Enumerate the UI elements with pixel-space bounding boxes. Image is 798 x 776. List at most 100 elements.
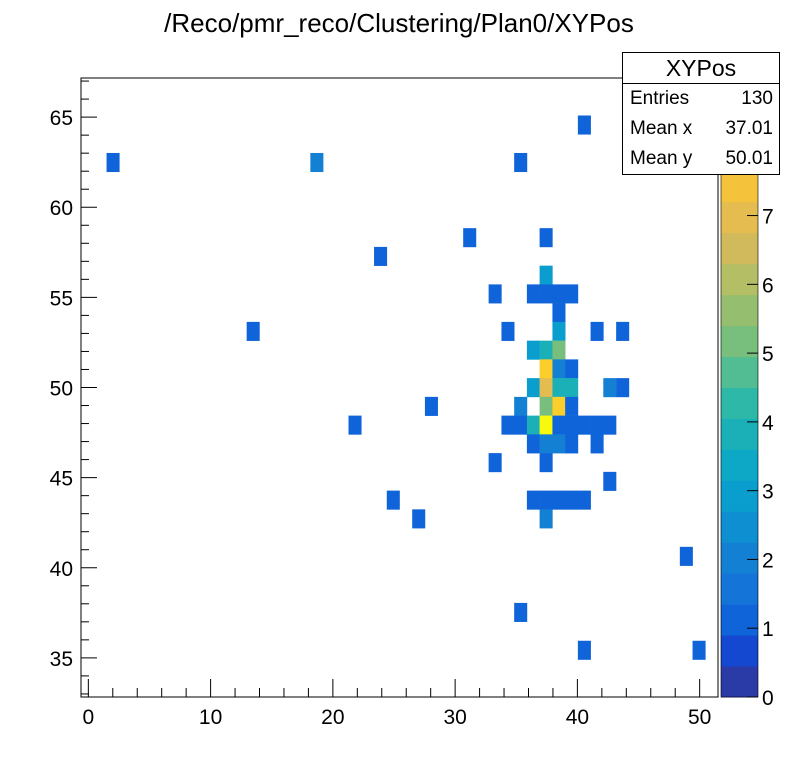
heatmap-cell (501, 321, 515, 341)
heatmap-cell (577, 490, 591, 510)
heatmap-cell (539, 490, 553, 510)
z-tick-label: 5 (762, 343, 774, 366)
palette-band (721, 573, 758, 605)
heatmap-cell (552, 321, 566, 341)
palette-band (721, 232, 758, 265)
heatmap-cell (552, 303, 566, 323)
heatmap-cell (565, 434, 579, 454)
heatmap-cell (526, 284, 540, 304)
heatmap-cell (514, 152, 528, 173)
palette-band (721, 201, 758, 234)
heatmap-cell (463, 228, 477, 248)
stats-title: XYPos (623, 53, 779, 84)
palette-band (721, 635, 758, 667)
heatmap-cell (526, 490, 540, 510)
heatmap-cell (679, 546, 693, 566)
palette-band (721, 449, 758, 481)
heatmap-cell (526, 378, 540, 398)
heatmap-cell (552, 490, 566, 510)
y-tick-label: 35 (50, 648, 73, 671)
heatmap-cell (552, 434, 566, 454)
z-tick-label: 4 (762, 412, 774, 435)
palette-band (721, 356, 758, 388)
cells (106, 115, 706, 660)
heatmap-cell (526, 415, 540, 435)
heatmap-cell (552, 396, 566, 416)
palette-band (721, 325, 758, 358)
stats-label: Entries (630, 88, 690, 109)
heatmap-cell (577, 640, 591, 660)
heatmap-cell (616, 378, 630, 398)
heatmap-cell (692, 640, 706, 660)
heatmap-cell (539, 434, 553, 454)
heatmap-cell (348, 415, 362, 435)
stats-value: 50.01 (725, 148, 773, 169)
heatmap-cell (514, 396, 528, 416)
heatmap-cell (565, 359, 579, 379)
z-tick-label: 7 (762, 206, 774, 229)
heatmap-cell (539, 509, 553, 529)
y-tick-label: 40 (50, 558, 73, 581)
heatmap-cell (590, 434, 604, 454)
x-tick-label: 50 (688, 706, 711, 729)
heatmap-cell (565, 490, 579, 510)
palette-band (721, 542, 758, 574)
stats-row-mean-y: Mean y 50.01 (623, 144, 779, 174)
heatmap-cell (514, 415, 528, 435)
chart-title: /Reco/pmr_reco/Clustering/Plan0/XYPos (164, 8, 634, 38)
palette-band (721, 666, 758, 698)
palette-band (721, 480, 758, 512)
heatmap-cell (412, 509, 426, 529)
x-tick-label: 30 (443, 706, 466, 729)
heatmap-cell (603, 378, 617, 398)
x-tick-label: 20 (321, 706, 344, 729)
heatmap-cell (539, 415, 553, 435)
heatmap-cell (526, 434, 540, 454)
stats-row-mean-x: Mean x 37.01 (623, 114, 779, 144)
heatmap-cell (577, 115, 591, 135)
heatmap-cell (310, 152, 324, 173)
heatmap-cell (565, 378, 579, 398)
heatmap-cell (106, 152, 120, 173)
heatmap-cell (552, 415, 566, 435)
heatmap-cell (539, 396, 553, 416)
stats-label: Mean x (630, 118, 693, 139)
heatmap-cell (539, 284, 553, 304)
heatmap-cell (374, 246, 388, 266)
z-tick-label: 2 (762, 549, 774, 572)
stats-value: 37.01 (725, 118, 773, 139)
heatmap-cell (539, 453, 553, 473)
heatmap-cell (488, 453, 502, 473)
heatmap-cell (565, 415, 579, 435)
stats-box: XYPos Entries 130 Mean x 37.01 Mean y 50.01 (622, 52, 780, 175)
heatmap-cell (501, 415, 515, 435)
palette-band (721, 294, 758, 327)
y-tick-label: 50 (50, 378, 73, 401)
heatmap-cell (603, 471, 617, 491)
heatmap-cell (526, 340, 540, 360)
stats-row-entries: Entries 130 (623, 84, 779, 114)
palette-band (721, 170, 758, 203)
stats-label: Mean y (630, 148, 693, 169)
y-tick-label: 55 (50, 287, 73, 310)
z-tick-label: 3 (762, 481, 774, 504)
heatmap-cell (424, 396, 438, 416)
x-tick-label: 40 (566, 706, 589, 729)
palette-band (721, 387, 758, 419)
z-tick-label: 1 (762, 618, 774, 641)
heatmap-cell (552, 284, 566, 304)
heatmap-cell (603, 415, 617, 435)
palette-band (721, 511, 758, 543)
palette-band (721, 418, 758, 450)
heatmap-cell (539, 265, 553, 285)
heatmap-cell (539, 228, 553, 248)
heatmap-cell (590, 321, 604, 341)
heatmap-cell (616, 321, 630, 341)
x-tick-label: 10 (199, 706, 222, 729)
axes: 0 10 20 30 40 50 35 40 45 50 55 60 65 (50, 77, 719, 729)
heatmap-cell (488, 284, 502, 304)
y-tick-label: 65 (50, 107, 73, 130)
x-tick-label: 0 (82, 706, 94, 729)
stats-value: 130 (741, 88, 773, 109)
heatmap-cell (514, 602, 528, 622)
